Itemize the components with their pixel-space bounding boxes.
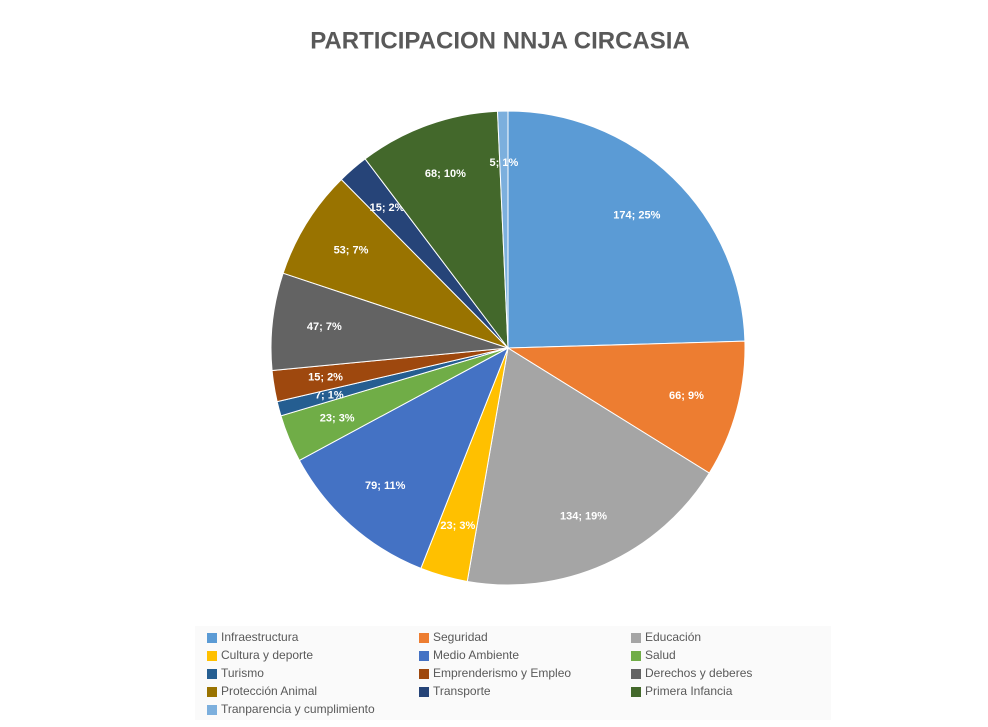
chart-title: PARTICIPACION NNJA CIRCASIA <box>310 27 690 54</box>
legend-label: Emprenderismo y Empleo <box>433 666 571 680</box>
pie-slice <box>298 346 509 570</box>
data-label: 53; 7% <box>334 244 369 256</box>
legend-label: Infraestructura <box>221 630 299 644</box>
data-label: 68; 10% <box>425 168 466 180</box>
legend-swatch <box>631 633 641 643</box>
legend-label: Educación <box>645 630 701 644</box>
data-label: 79; 11% <box>365 480 406 492</box>
data-label: 5; 1% <box>490 157 519 169</box>
legend-label: Protección Animal <box>221 684 317 698</box>
legend-swatch <box>631 687 641 697</box>
legend-swatch <box>207 669 217 679</box>
legend-label: Transporte <box>433 684 491 698</box>
data-label: 23; 3% <box>440 520 475 532</box>
legend-label: Tranparencia y cumplimiento <box>221 702 375 716</box>
pie-slice <box>506 340 746 474</box>
pie-slice <box>496 110 509 349</box>
legend-label: Seguridad <box>433 630 488 644</box>
legend-label: Salud <box>645 648 676 662</box>
legend-swatch <box>207 633 217 643</box>
data-label: 47; 7% <box>307 321 342 333</box>
legend-label: Primera Infancia <box>645 684 733 698</box>
data-label: 66; 9% <box>669 390 704 402</box>
legend-swatch <box>419 669 429 679</box>
data-label: 15; 2% <box>370 202 405 214</box>
data-label: 174; 25% <box>613 209 660 221</box>
data-label: 7; 1% <box>315 389 344 401</box>
pie-slice <box>507 110 746 349</box>
legend-label: Cultura y deporte <box>221 648 313 662</box>
pie-slice <box>364 110 509 350</box>
legend-swatch <box>419 687 429 697</box>
data-label: 15; 2% <box>308 372 343 384</box>
legend-swatch <box>419 651 429 661</box>
legend-swatch <box>419 633 429 643</box>
legend-swatch <box>631 669 641 679</box>
legend-swatch <box>207 687 217 697</box>
legend-swatch <box>207 651 217 661</box>
data-label: 134; 19% <box>560 511 607 523</box>
legend-swatch <box>631 651 641 661</box>
legend-label: Medio Ambiente <box>433 648 519 662</box>
pie-slice <box>466 347 710 586</box>
legend-label: Derechos y deberes <box>645 666 752 680</box>
legend-label: Turismo <box>221 666 264 680</box>
data-label: 23; 3% <box>320 413 355 425</box>
pie-slice <box>282 178 509 349</box>
legend-swatch <box>207 705 217 715</box>
legend-box <box>195 626 831 720</box>
